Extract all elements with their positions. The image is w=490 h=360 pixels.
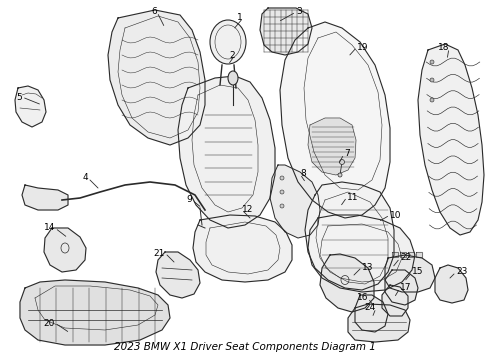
Ellipse shape — [280, 190, 284, 194]
Polygon shape — [308, 215, 415, 292]
Ellipse shape — [430, 98, 434, 102]
Text: 14: 14 — [44, 224, 55, 233]
Text: 4: 4 — [82, 174, 88, 183]
Polygon shape — [260, 8, 312, 55]
Polygon shape — [280, 22, 390, 218]
Text: 9: 9 — [186, 195, 192, 204]
Polygon shape — [418, 44, 484, 235]
Ellipse shape — [430, 78, 434, 82]
Polygon shape — [400, 252, 406, 257]
Polygon shape — [355, 295, 388, 332]
Polygon shape — [108, 10, 205, 145]
Polygon shape — [348, 304, 410, 342]
Polygon shape — [385, 255, 435, 292]
Text: 5: 5 — [16, 93, 22, 102]
Polygon shape — [385, 270, 418, 305]
Text: 20: 20 — [44, 319, 55, 328]
Text: 13: 13 — [362, 262, 373, 271]
Polygon shape — [44, 228, 86, 272]
Polygon shape — [320, 254, 374, 312]
Text: 11: 11 — [347, 193, 359, 202]
Polygon shape — [193, 215, 292, 282]
Polygon shape — [416, 252, 422, 257]
Ellipse shape — [340, 159, 344, 165]
Text: 15: 15 — [412, 267, 423, 276]
Polygon shape — [178, 76, 275, 228]
Polygon shape — [270, 165, 320, 238]
Text: 21: 21 — [154, 248, 165, 257]
Ellipse shape — [228, 71, 238, 85]
Text: 16: 16 — [357, 293, 368, 302]
Polygon shape — [308, 118, 356, 175]
Text: 19: 19 — [357, 42, 368, 51]
Polygon shape — [20, 280, 170, 345]
Text: 10: 10 — [390, 211, 401, 220]
Polygon shape — [22, 185, 68, 210]
Text: 24: 24 — [365, 303, 376, 312]
Text: 2023 BMW X1 Driver Seat Components Diagram 1: 2023 BMW X1 Driver Seat Components Diagr… — [114, 342, 376, 352]
Ellipse shape — [280, 204, 284, 208]
Ellipse shape — [338, 173, 342, 177]
Text: 23: 23 — [456, 267, 467, 276]
Polygon shape — [305, 182, 394, 290]
Text: 6: 6 — [151, 8, 157, 17]
Ellipse shape — [280, 176, 284, 180]
Ellipse shape — [430, 60, 434, 64]
Ellipse shape — [210, 20, 246, 64]
Polygon shape — [435, 265, 468, 303]
Text: 18: 18 — [438, 44, 449, 53]
Polygon shape — [382, 285, 408, 316]
Text: 8: 8 — [300, 170, 306, 179]
Text: 3: 3 — [296, 8, 302, 17]
Polygon shape — [392, 252, 398, 257]
Text: 7: 7 — [344, 149, 350, 158]
Text: 2: 2 — [229, 50, 235, 59]
Polygon shape — [15, 86, 46, 127]
Text: 1: 1 — [237, 13, 243, 22]
Polygon shape — [408, 252, 414, 257]
Polygon shape — [156, 252, 200, 298]
Text: 12: 12 — [242, 206, 253, 215]
Text: 17: 17 — [400, 284, 412, 292]
Text: 22: 22 — [400, 253, 411, 262]
